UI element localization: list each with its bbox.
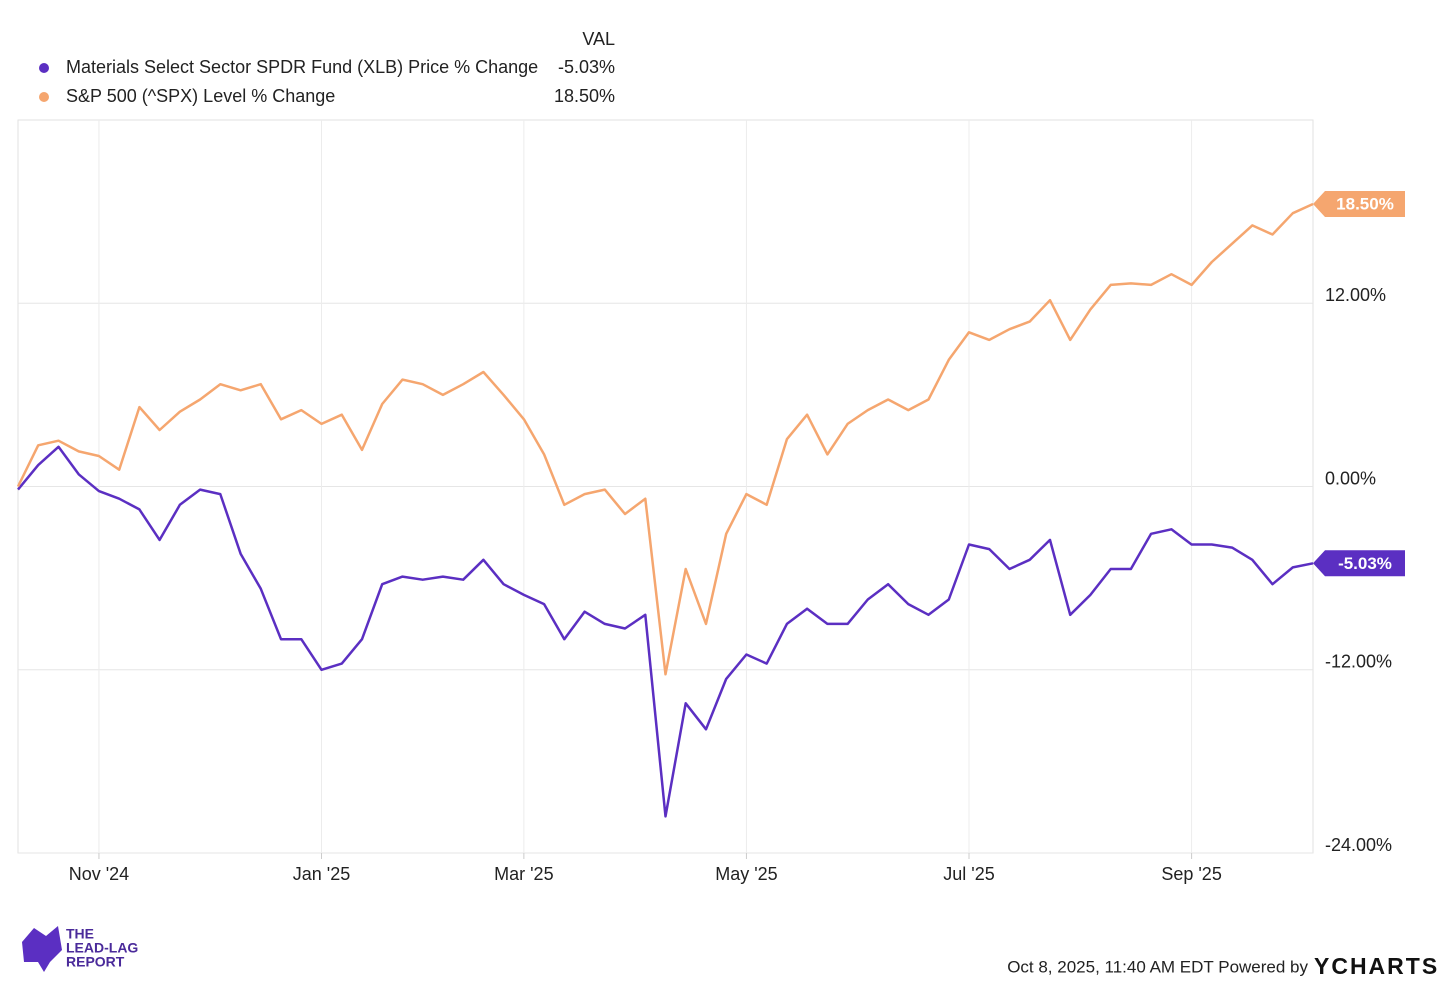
x-tick-label: Jan '25 (293, 864, 350, 884)
legend-marker (39, 92, 49, 102)
brand: YCHARTS (1314, 953, 1439, 979)
x-tick-label: Sep '25 (1161, 864, 1222, 884)
logo-text: LEAD-LAG (66, 940, 138, 956)
series-line (17, 445, 1314, 818)
y-tick-label: -12.00% (1325, 652, 1392, 672)
series-line (16, 202, 1314, 676)
y-tick-label: 12.00% (1325, 285, 1386, 305)
y-tick-label: -24.00% (1325, 835, 1392, 855)
legend-value: 18.50% (554, 86, 615, 106)
legend-label: S&P 500 (^SPX) Level % Change (66, 86, 335, 106)
x-tick-label: Mar '25 (494, 864, 553, 884)
logo-text: REPORT (66, 954, 125, 970)
logo-text: THE (66, 926, 94, 942)
x-tick-label: Nov '24 (69, 864, 129, 884)
legend-marker (39, 63, 49, 73)
x-tick-label: May '25 (715, 864, 777, 884)
legend-header: VAL (582, 29, 615, 49)
x-tick-label: Jul '25 (943, 864, 994, 884)
timestamp: Oct 8, 2025, 11:40 AM EDT Powered by (1007, 957, 1308, 976)
y-tick-label: 0.00% (1325, 468, 1376, 488)
logo: THE LEAD-LAG REPORT (22, 926, 138, 972)
end-tag-label: -5.03% (1338, 554, 1392, 573)
end-tag-label: 18.50% (1336, 194, 1394, 213)
logo-icon (22, 926, 62, 972)
end-tag (1313, 190, 1405, 217)
legend-value: -5.03% (558, 57, 615, 77)
end-tag (1313, 550, 1405, 577)
legend-label: Materials Select Sector SPDR Fund (XLB) … (66, 57, 538, 77)
